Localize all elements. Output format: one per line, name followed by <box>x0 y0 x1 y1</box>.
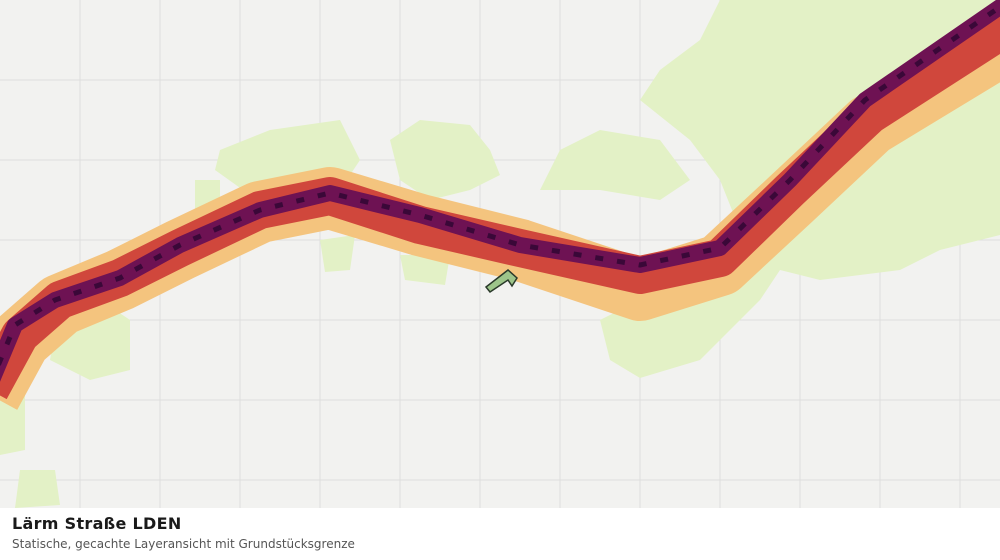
map <box>0 0 1000 508</box>
parcel-boundary <box>484 269 518 294</box>
layer-subtitle: Statische, gecachte Layeransicht mit Gru… <box>12 537 355 551</box>
noise-zone-very-high <box>0 0 1000 382</box>
noise-bands <box>0 0 1000 410</box>
layer-title: Lärm Straße LDEN <box>12 514 182 533</box>
footer: Lärm Straße LDEN Statische, gecachte Lay… <box>0 508 1000 560</box>
